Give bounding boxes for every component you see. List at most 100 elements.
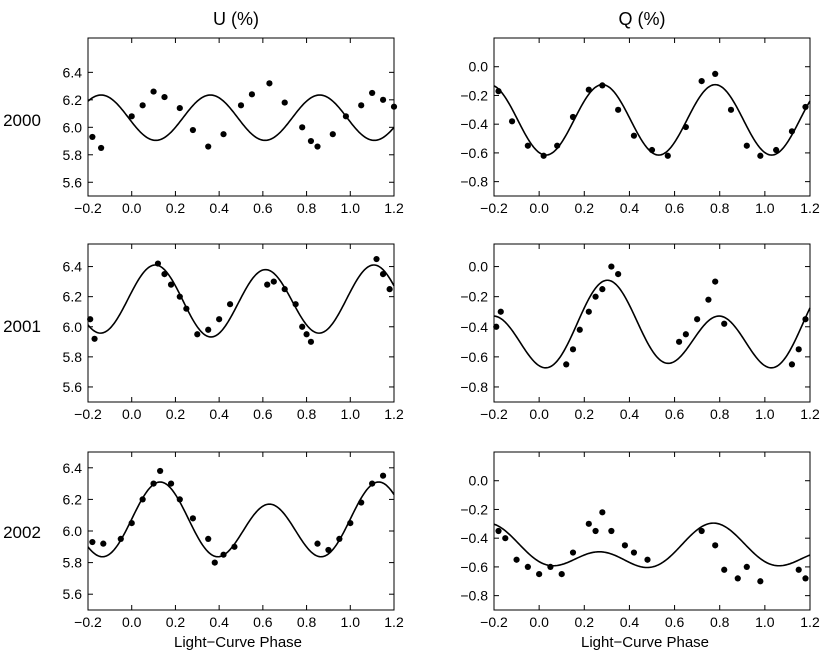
data-point <box>128 520 135 527</box>
y-tick-label: −0.4 <box>460 319 488 335</box>
data-point <box>281 286 288 293</box>
x-tick-label: 0.8 <box>297 614 317 630</box>
y-tick-label: 6.0 <box>63 319 83 335</box>
data-point <box>205 326 212 333</box>
y-tick-label: 5.8 <box>63 349 83 365</box>
data-point <box>176 293 183 300</box>
data-point <box>757 152 764 159</box>
x-tick-label: 0.4 <box>620 200 640 216</box>
data-point <box>513 556 520 563</box>
x-tick-label: 0.0 <box>529 614 549 630</box>
model-curve <box>87 94 395 142</box>
y-tick-label: 0.0 <box>469 259 489 275</box>
data-point <box>150 480 157 487</box>
data-point <box>712 278 719 285</box>
x-tick-label: 0.4 <box>620 406 640 422</box>
data-point <box>231 543 238 550</box>
data-point <box>205 535 212 543</box>
plot-frame <box>493 37 811 197</box>
data-point <box>161 270 168 278</box>
data-point <box>183 305 190 312</box>
y-tick-label: −0.4 <box>460 116 488 132</box>
x-tick-label: 1.2 <box>384 614 404 630</box>
data-point <box>569 346 577 353</box>
data-point <box>189 126 197 134</box>
data-point <box>682 331 689 338</box>
data-point <box>536 570 543 578</box>
data-point <box>307 338 315 345</box>
data-point <box>194 331 201 338</box>
x-tick-label: 0.6 <box>665 614 685 630</box>
y-tick-label: −0.8 <box>460 379 488 395</box>
data-point <box>100 540 107 547</box>
data-point <box>128 113 135 120</box>
data-point <box>788 128 796 135</box>
data-point <box>592 527 599 535</box>
data-point <box>89 133 96 141</box>
y-tick-label: −0.2 <box>460 87 488 103</box>
x-axis-label-u: Light−Curve Phase <box>174 634 302 651</box>
data-point <box>630 549 638 556</box>
data-point <box>698 527 705 535</box>
y-tick-label: 5.8 <box>63 555 83 571</box>
x-axis-label-q: Light−Curve Phase <box>581 634 709 651</box>
data-point <box>694 316 701 323</box>
x-tick-label: 0.2 <box>166 200 186 216</box>
data-point <box>599 286 606 293</box>
model-curve <box>493 522 811 569</box>
y-tick-label: −0.6 <box>460 145 488 161</box>
data-point <box>524 142 531 149</box>
data-point <box>608 527 615 535</box>
x-tick-label: 1.0 <box>755 614 775 630</box>
data-point <box>554 142 561 149</box>
data-point <box>795 566 802 573</box>
x-tick-label: 1.2 <box>800 614 820 630</box>
data-point <box>558 570 565 578</box>
data-point <box>802 575 809 582</box>
data-point <box>98 144 105 152</box>
plot-frame <box>87 451 395 611</box>
data-point <box>336 535 343 543</box>
x-tick-label: 1.0 <box>755 200 775 216</box>
data-point <box>795 346 802 353</box>
data-point <box>281 99 288 106</box>
data-point <box>802 316 809 323</box>
x-tick-label: 0.2 <box>575 200 595 216</box>
data-point <box>266 80 273 87</box>
y-tick-label: −0.8 <box>460 588 488 604</box>
x-tick-label: 0.6 <box>665 200 685 216</box>
data-point <box>592 293 599 300</box>
data-point <box>292 301 299 308</box>
data-point <box>314 143 321 150</box>
data-point <box>167 281 175 288</box>
plot-frame <box>493 243 811 403</box>
data-point <box>176 104 183 112</box>
data-point <box>189 515 197 522</box>
x-tick-label: 0.8 <box>297 406 317 422</box>
data-point <box>176 496 183 503</box>
data-point <box>502 535 509 542</box>
data-point <box>307 137 315 145</box>
y-tick-label: 6.0 <box>63 523 83 539</box>
x-tick-label: 0.8 <box>710 200 730 216</box>
data-point <box>727 106 735 113</box>
data-point <box>721 566 728 573</box>
x-tick-label: 0.4 <box>209 200 229 216</box>
data-point <box>167 480 175 487</box>
x-tick-label: 0.0 <box>529 406 549 422</box>
data-point <box>508 118 516 125</box>
data-point <box>712 70 719 78</box>
panel-q2001: −0.2 0.0 0.2 0.4 0.6 0.8 1.0 1.2 −0.8 −0.6 −0.4 −0.… <box>460 243 820 422</box>
data-point <box>299 323 306 330</box>
y-tick-label: 0.0 <box>469 473 489 489</box>
data-point <box>379 270 387 278</box>
x-tick-label: 1.2 <box>384 200 404 216</box>
data-point <box>712 542 719 549</box>
data-point <box>226 301 234 308</box>
data-point <box>325 546 332 554</box>
x-tick-label: 0.2 <box>166 406 186 422</box>
data-point <box>373 255 380 263</box>
data-point <box>743 563 750 571</box>
x-tick-label: 0.2 <box>166 614 186 630</box>
